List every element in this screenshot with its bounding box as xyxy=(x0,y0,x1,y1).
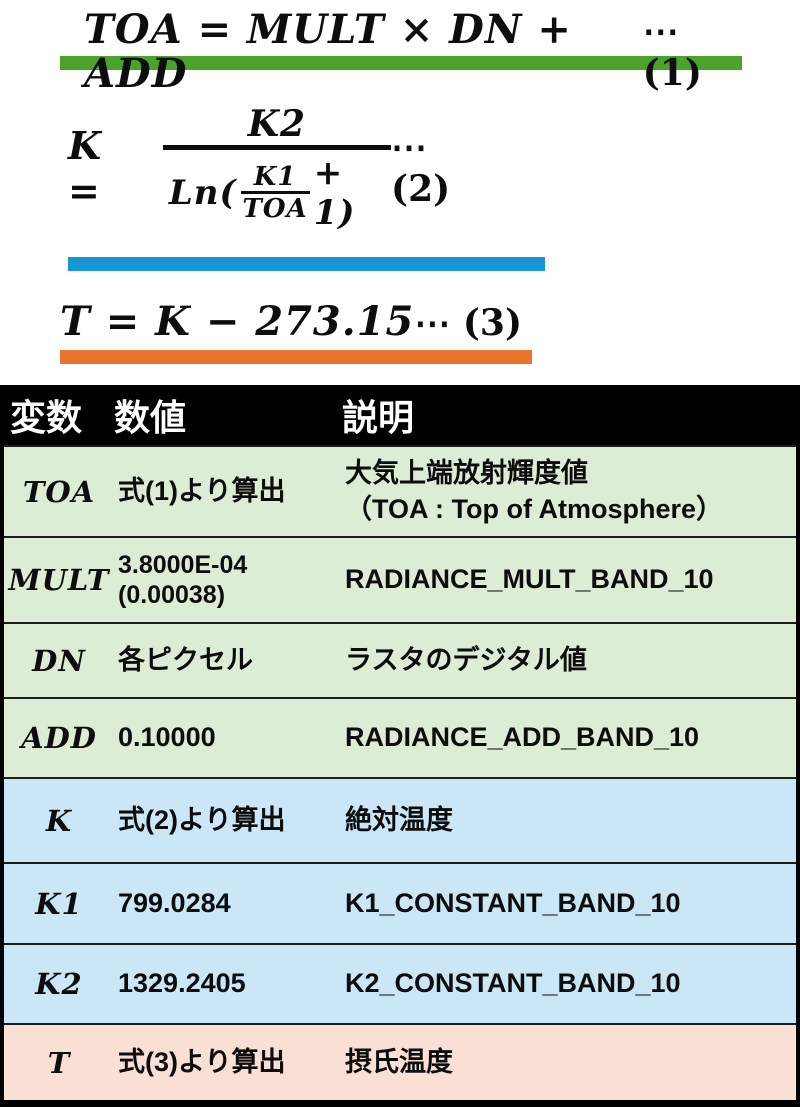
variable-name: K1 xyxy=(35,886,83,921)
variable-value: 0.10000 xyxy=(118,722,216,753)
nested-fraction-bar xyxy=(240,191,310,194)
equation-1-text: TOA = MULT × DN + ADD xyxy=(84,6,572,97)
variable-name: DN xyxy=(32,643,86,678)
variable-table: 変数 数値 説明 TOA 式(1)より算出 大気上端放射輝度値 （TOA : T… xyxy=(0,385,800,1107)
denominator-prefix: Ln( xyxy=(168,173,237,213)
variable-value: 式(2)より算出 xyxy=(118,804,286,835)
equation-2-lhs: K = xyxy=(68,123,103,213)
variable-description: ラスタのデジタル値 xyxy=(345,644,587,675)
variable-description: 摂氏温度 xyxy=(345,1046,453,1077)
equation-3-number: ⋯ (3) xyxy=(414,302,522,344)
equation-2-fraction: K2 Ln( K1 TOA + 1) xyxy=(162,103,392,233)
fraction-numerator: K2 xyxy=(247,103,307,145)
variable-name: ADD xyxy=(21,721,97,755)
variable-value: 3.8000E-04 (0.00038) xyxy=(118,551,248,609)
nested-denominator: TOA xyxy=(242,194,308,224)
equation-2: K = K2 Ln( K1 TOA + 1) ⋯ (2) xyxy=(68,103,545,271)
variable-description: K2_CONSTANT_BAND_10 xyxy=(345,968,681,999)
variable-value: 1329.2405 xyxy=(118,968,246,999)
table-row-mult: MULT 3.8000E-04 (0.00038) RADIANCE_MULT_… xyxy=(4,536,796,622)
table-row-k2: K2 1329.2405 K2_CONSTANT_BAND_10 xyxy=(4,943,796,1023)
table-header-row: 変数 数値 説明 xyxy=(4,385,796,445)
table-row-toa: TOA 式(1)より算出 大気上端放射輝度値 （TOA : Top of Atm… xyxy=(4,445,796,536)
equation-2-number: ⋯ (2) xyxy=(391,126,451,210)
table-row-k1: K1 799.0284 K1_CONSTANT_BAND_10 xyxy=(4,862,796,943)
variable-value: 式(1)より算出 xyxy=(118,475,286,506)
nested-numerator: K1 xyxy=(253,162,297,192)
equation-3-underline xyxy=(60,350,532,364)
variable-value: 式(3)より算出 xyxy=(118,1046,286,1077)
variable-description: RADIANCE_ADD_BAND_10 xyxy=(345,722,700,753)
variable-description: 絶対温度 xyxy=(345,804,453,835)
equation-1: TOA = MULT × DN + ADD ⋯ (1) xyxy=(60,8,742,96)
equation-1-underline xyxy=(60,56,742,70)
denominator-suffix: + 1) xyxy=(313,153,356,233)
fraction-bar xyxy=(162,145,392,150)
equation-1-number: ⋯ (1) xyxy=(642,10,702,94)
variable-name: MULT xyxy=(8,563,110,597)
header-value: 数値 xyxy=(114,397,187,438)
variable-name: K2 xyxy=(35,967,83,1001)
header-description: 説明 xyxy=(342,397,415,438)
equation-2-underline xyxy=(68,257,545,271)
header-variable: 変数 xyxy=(10,397,83,438)
equation-3: T = K − 273.15 ⋯ (3) xyxy=(60,300,532,364)
nested-fraction: K1 TOA xyxy=(240,162,310,224)
variable-description: K1_CONSTANT_BAND_10 xyxy=(345,887,681,918)
table-row-add: ADD 0.10000 RADIANCE_ADD_BAND_10 xyxy=(4,697,796,777)
variable-name: K xyxy=(45,803,73,838)
variable-name: T xyxy=(47,1045,71,1080)
table-row-k: K 式(2)より算出 絶対温度 xyxy=(4,777,796,862)
variable-name: TOA xyxy=(22,474,96,509)
variable-value: 各ピクセル xyxy=(118,644,253,675)
equation-3-text: T = K − 273.15 xyxy=(60,298,415,345)
variable-description: RADIANCE_MULT_BAND_10 xyxy=(345,564,714,595)
table-row-t: T 式(3)より算出 摂氏温度 xyxy=(4,1023,796,1100)
table-row-dn: DN 各ピクセル ラスタのデジタル値 xyxy=(4,622,796,697)
variable-value: 799.0284 xyxy=(118,887,231,918)
variable-description: 大気上端放射輝度値 （TOA : Top of Atmosphere） xyxy=(345,458,723,524)
